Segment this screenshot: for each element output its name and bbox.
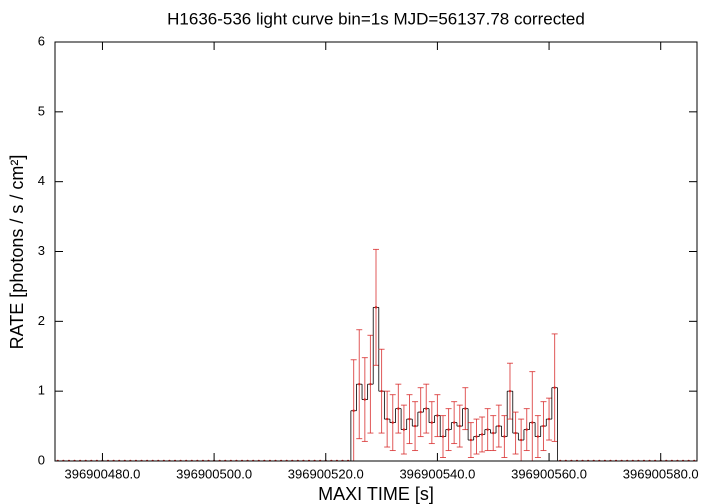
x-tick-label: 396900560.0 [511, 466, 587, 481]
point [425, 407, 428, 410]
point [525, 428, 528, 431]
point [436, 414, 439, 417]
point [452, 421, 456, 424]
y-tick-label: 0 [38, 452, 45, 467]
y-tick-label: 3 [38, 243, 45, 258]
x-tick-label: 396900520.0 [288, 466, 364, 481]
point [402, 428, 406, 431]
x-tick-label: 396900500.0 [176, 466, 252, 481]
point [391, 421, 394, 424]
point [536, 435, 540, 438]
point [508, 389, 512, 393]
point [352, 409, 355, 412]
point [397, 407, 400, 410]
point [369, 382, 372, 386]
plot-area [55, 248, 697, 461]
point [492, 431, 495, 435]
point [458, 424, 461, 428]
point [358, 382, 361, 386]
x-axis-label: MAXI TIME [s] [318, 484, 434, 504]
point [519, 438, 523, 442]
point [430, 421, 434, 424]
point [408, 417, 411, 421]
point [380, 389, 383, 393]
point [419, 410, 422, 414]
chart-title: H1636-536 light curve bin=1s MJD=56137.7… [167, 9, 585, 28]
point [385, 417, 389, 421]
point [475, 435, 478, 438]
y-axis-label: RATE [photons / s / cm²] [7, 155, 27, 350]
x-tick-label: 396900540.0 [399, 466, 475, 481]
point [503, 435, 506, 438]
point [413, 424, 417, 428]
point [486, 428, 489, 431]
point [441, 435, 445, 438]
point [363, 398, 367, 401]
y-tick-label: 6 [38, 33, 45, 48]
point [514, 431, 517, 435]
point [374, 306, 378, 309]
point [469, 438, 473, 442]
point [531, 421, 534, 424]
y-tick-label: 2 [38, 313, 45, 328]
y-tick-label: 4 [38, 173, 45, 188]
x-tick-label: 396900580.0 [623, 466, 699, 481]
x-tick-label: 396900480.0 [64, 466, 140, 481]
point [553, 386, 556, 389]
y-tick-label: 1 [38, 383, 45, 398]
y-tick-label: 5 [38, 103, 45, 118]
point [547, 417, 551, 421]
point [447, 428, 450, 431]
point [480, 433, 484, 436]
point [542, 424, 545, 428]
point [497, 424, 501, 428]
point [464, 407, 467, 410]
